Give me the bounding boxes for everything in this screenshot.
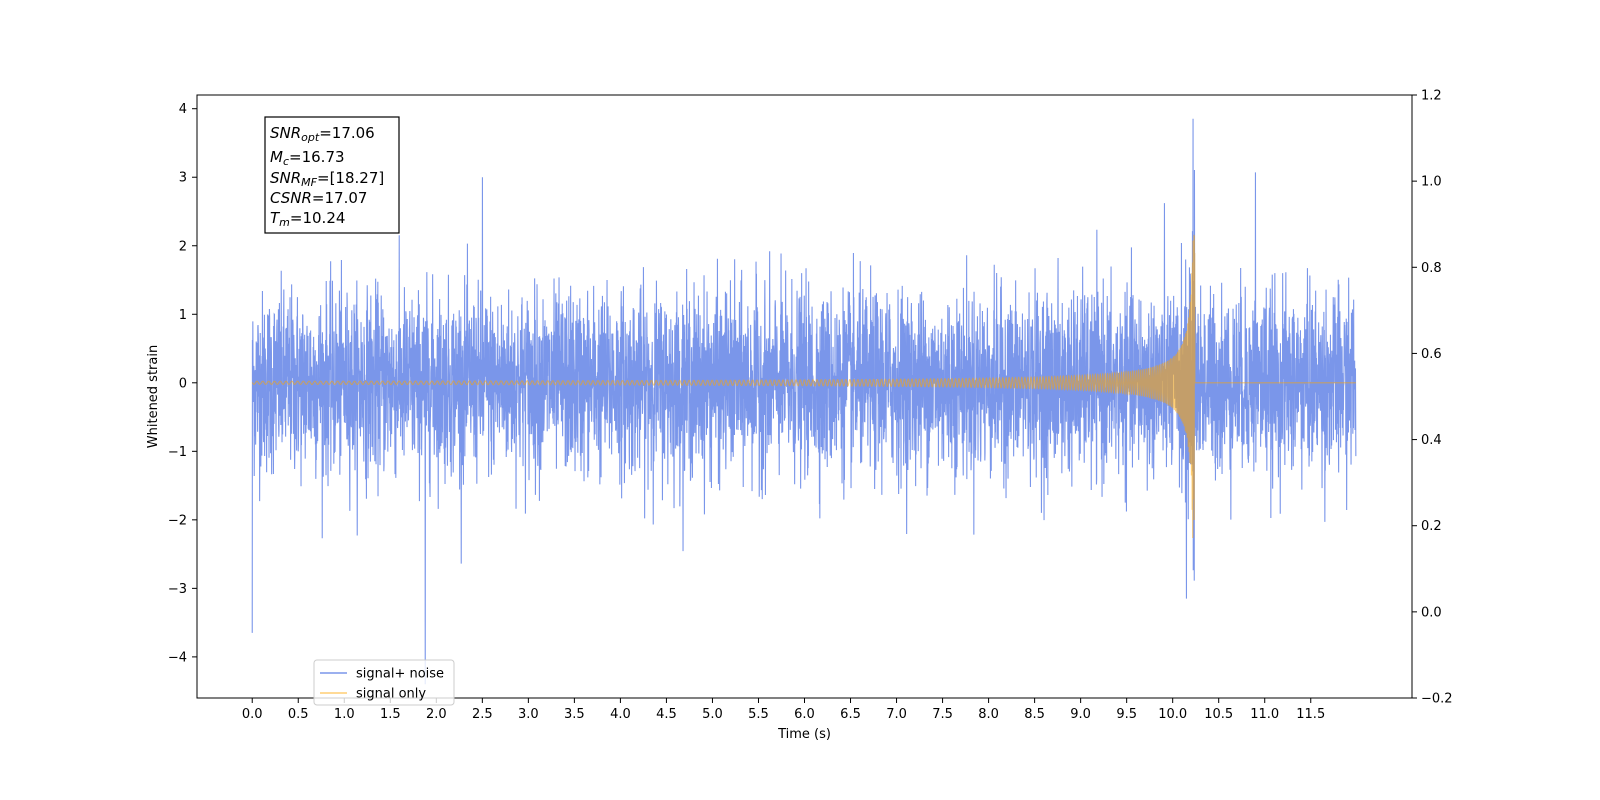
x-tick-label: 0.5: [288, 707, 309, 722]
y-axis-label: Whitened strain: [146, 345, 161, 448]
x-tick-label: 8.5: [1024, 707, 1045, 722]
y2-tick-label: 0.6: [1421, 347, 1442, 362]
annotation-line: Mc=16.73: [270, 148, 345, 168]
legend-label: signal only: [356, 687, 426, 702]
legend: signal+ noise signal only: [313, 659, 455, 706]
annotation-box: SNRopt=17.06 Mc=16.73SNRMF=[18.27]CSNR=17…: [264, 116, 400, 234]
x-tick-label: 2.5: [472, 707, 493, 722]
x-tick-label: 5.5: [748, 707, 769, 722]
annotation-line: SNRMF=[18.27]: [270, 169, 384, 189]
x-tick-label: 9.5: [1116, 707, 1137, 722]
y-tick-label: 1: [179, 308, 187, 323]
series-signal-noise-line: [251, 118, 1357, 685]
x-tick-label: 4.0: [610, 707, 631, 722]
plot-area: [251, 118, 1357, 685]
x-tick-label: 11.0: [1250, 707, 1279, 722]
x-tick-label: 1.5: [380, 707, 401, 722]
x-tick-label: 9.0: [1070, 707, 1091, 722]
legend-frame: [313, 659, 455, 706]
y2-tick-label: −0.2: [1421, 692, 1453, 707]
y2-tick-label: 0.4: [1421, 433, 1442, 448]
x-tick-label: 3.5: [564, 707, 585, 722]
annotation-line: Tm=10.24: [270, 209, 345, 229]
y2-tick-label: 0.8: [1421, 261, 1442, 276]
legend-label: signal+ noise: [356, 667, 444, 682]
x-axis: 0.0 0.5 1.0 1.5 2.0 2.5 3.0 3.5 4.0 4.5 5.0 5.5 6.0 6…: [242, 698, 1325, 722]
y-tick-label: 2: [179, 239, 187, 254]
x-tick-label: 6.0: [794, 707, 815, 722]
y-tick-label: 0: [179, 376, 187, 391]
x-tick-label: 3.0: [518, 707, 539, 722]
x-tick-label: 1.0: [334, 707, 355, 722]
annotation-line: CSNR=17.07: [270, 189, 367, 207]
x-tick-label: 11.5: [1296, 707, 1325, 722]
y-tick-label: −2: [168, 513, 187, 528]
x-tick-label: 6.5: [840, 707, 861, 722]
x-tick-label: 7.0: [886, 707, 907, 722]
y-tick-label: 3: [179, 171, 187, 186]
y-axis-right: −0.2 0.0 0.2 0.4 0.6 0.8 1.0 1.2: [1412, 89, 1453, 707]
y2-tick-label: 0.0: [1421, 605, 1442, 620]
series-signal-only-line: [251, 234, 1356, 539]
y-tick-label: −4: [168, 650, 187, 665]
x-tick-label: 7.5: [932, 707, 953, 722]
y-tick-label: −3: [168, 582, 187, 597]
annotation-line: SNRopt=17.06: [270, 124, 375, 144]
y-tick-label: 4: [179, 102, 187, 117]
x-axis-label: Time (s): [777, 727, 831, 742]
y-tick-label: −1: [168, 445, 187, 460]
y2-tick-label: 1.2: [1421, 89, 1442, 104]
y-axis-left: −4 −3 −2 −1 0 1 2 3 4: [168, 102, 197, 665]
x-tick-label: 2.0: [426, 707, 447, 722]
y2-tick-label: 1.0: [1421, 175, 1442, 190]
x-tick-label: 0.0: [242, 707, 263, 722]
annotation-frame: [264, 116, 400, 234]
y2-tick-label: 0.2: [1421, 519, 1442, 534]
x-tick-label: 10.5: [1204, 707, 1233, 722]
x-tick-label: 10.0: [1158, 707, 1187, 722]
x-tick-label: 8.0: [978, 707, 999, 722]
x-tick-label: 4.5: [656, 707, 677, 722]
x-tick-label: 5.0: [702, 707, 723, 722]
